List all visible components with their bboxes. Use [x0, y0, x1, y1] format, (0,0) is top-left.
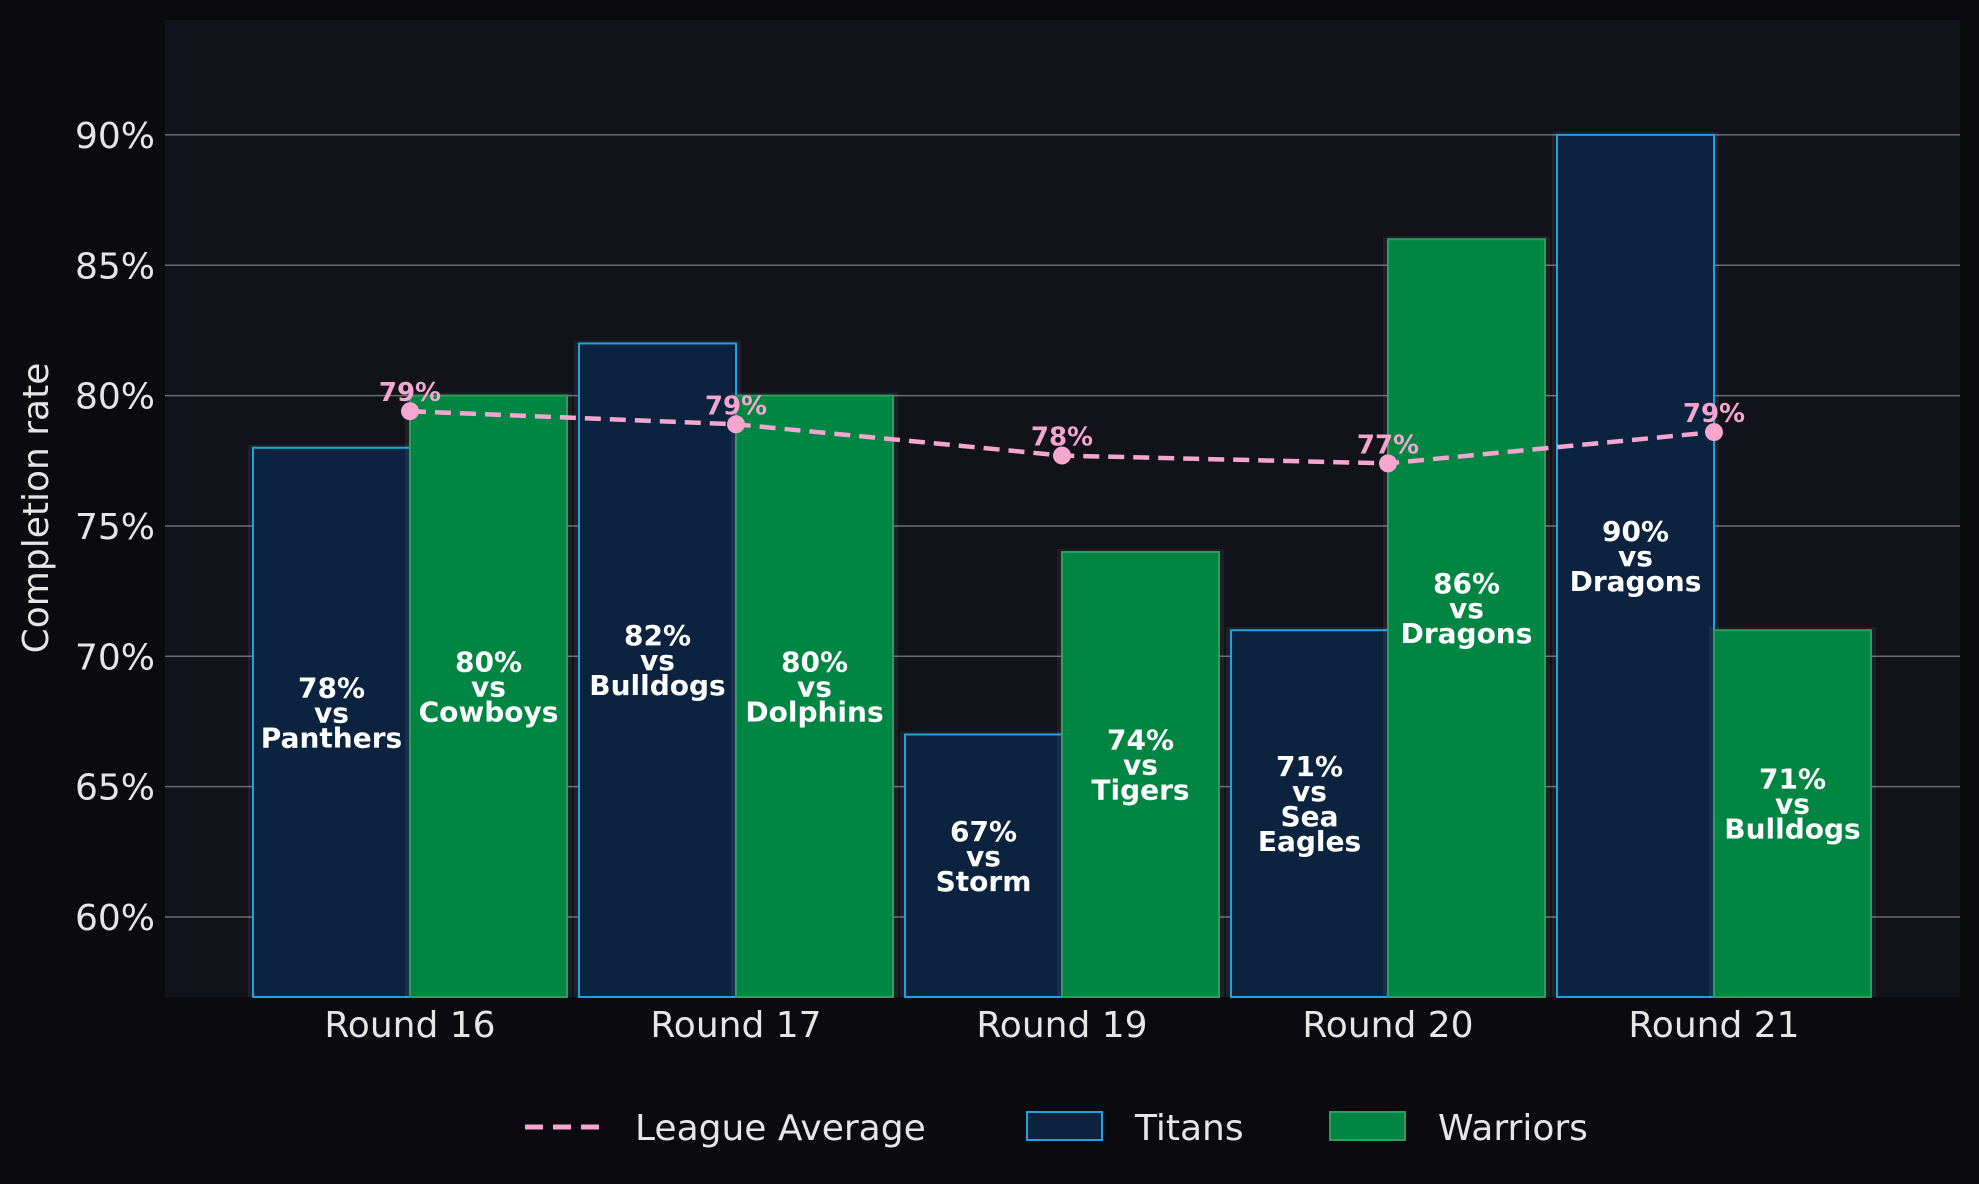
legend-swatch-titans	[1026, 1111, 1103, 1141]
bar-label-warriors: 86%	[1433, 567, 1500, 600]
bar-label-warriors: Cowboys	[419, 695, 559, 728]
bar-label-warriors: Dolphins	[745, 695, 883, 728]
x-tick-label: Round 16	[324, 1005, 495, 1046]
bar-label-warriors: 71%	[1759, 763, 1826, 796]
x-tick-label: Round 19	[976, 1005, 1147, 1046]
y-tick-label: 90%	[75, 116, 155, 157]
league-average-line: 79% 79% 78% 77% 79%	[379, 378, 1745, 473]
y-axis-ticks: 60% 65% 70% 75% 80% 85% 90%	[75, 116, 155, 939]
y-tick-label: 65%	[75, 768, 155, 809]
league-average-label: 79%	[1683, 399, 1745, 429]
y-tick-label: 75%	[75, 507, 155, 548]
y-tick-label: 85%	[75, 246, 155, 287]
legend-label-league-average: League Average	[635, 1108, 926, 1149]
bar-label-warriors: Tigers	[1091, 774, 1189, 807]
bar-warriors	[1713, 629, 1872, 998]
league-average-label: 78%	[1031, 423, 1093, 453]
bar-label-titans: 82%	[624, 619, 691, 652]
y-tick-label: 70%	[75, 637, 155, 678]
bar-warriors	[1061, 551, 1220, 999]
bar-label-warriors: 80%	[455, 645, 522, 678]
league-average-point	[401, 402, 419, 421]
legend: League Average Titans Warriors	[525, 1108, 1588, 1149]
bars	[248, 131, 1876, 999]
y-tick-label: 80%	[75, 377, 155, 418]
legend-label-warriors: Warriors	[1438, 1108, 1588, 1149]
league-average-label: 79%	[379, 378, 441, 408]
bar-label-warriors: 74%	[1107, 724, 1174, 757]
bar-label-titans: 67%	[950, 815, 1017, 848]
y-tick-label: 60%	[75, 898, 155, 939]
x-tick-label: Round 17	[650, 1005, 821, 1046]
bar-label-titans: 78%	[298, 671, 365, 704]
bar-label-titans: vs	[314, 696, 349, 729]
league-average-point	[1053, 446, 1071, 465]
bar-label-warriors: 80%	[781, 645, 848, 678]
league-average-point	[1379, 454, 1397, 473]
bar-label-titans: vs	[966, 840, 1001, 873]
bar-warriors	[1387, 238, 1546, 998]
bar-titans	[904, 733, 1063, 998]
bar-label-titans: vs	[1292, 775, 1327, 808]
bar-titans	[1230, 629, 1389, 998]
bar-label-titans: Eagles	[1258, 825, 1361, 858]
bar-label-titans: Storm	[936, 865, 1032, 898]
bar-label-warriors: vs	[797, 670, 832, 703]
bar-label-warriors: Bulldogs	[1724, 813, 1860, 846]
x-tick-label: Round 20	[1302, 1005, 1473, 1046]
bar-label-titans: 90%	[1602, 515, 1669, 548]
league-average-point	[727, 415, 745, 434]
bar-labels: 78%vsPanthers80%vsCowboys82%vsBulldogs80…	[261, 515, 1861, 898]
league-average-point	[1705, 423, 1723, 442]
bar-label-titans: vs	[640, 644, 675, 677]
bar-label-titans: Bulldogs	[589, 669, 725, 702]
bar-label-warriors: Dragons	[1401, 617, 1533, 650]
bar-label-warriors: vs	[471, 670, 506, 703]
league-average-label: 79%	[705, 391, 767, 421]
bar-titans	[252, 446, 411, 998]
y-axis-title: Completion rate	[16, 363, 57, 654]
bar-label-warriors: vs	[1449, 592, 1484, 625]
bar-titans	[578, 342, 737, 998]
bar-label-titans: vs	[1618, 540, 1653, 573]
bar-label-warriors: vs	[1775, 788, 1810, 821]
bar-warriors	[409, 394, 568, 999]
legend-swatch-warriors	[1329, 1111, 1406, 1141]
bar-titans	[1556, 133, 1715, 998]
bar-label-titans: Panthers	[261, 721, 402, 754]
bar-label-titans: 71%	[1276, 750, 1343, 783]
league-average-label: 77%	[1357, 430, 1419, 460]
bar-label-titans: Sea	[1280, 800, 1338, 833]
bar-label-titans: Dragons	[1570, 565, 1702, 598]
x-tick-label: Round 21	[1628, 1005, 1799, 1046]
legend-label-titans: Titans	[1134, 1108, 1244, 1149]
bar-label-warriors: vs	[1123, 749, 1158, 782]
bar-warriors	[735, 394, 894, 999]
x-axis-ticks: Round 16 Round 17 Round 19 Round 20 Round 21	[324, 1005, 1799, 1046]
